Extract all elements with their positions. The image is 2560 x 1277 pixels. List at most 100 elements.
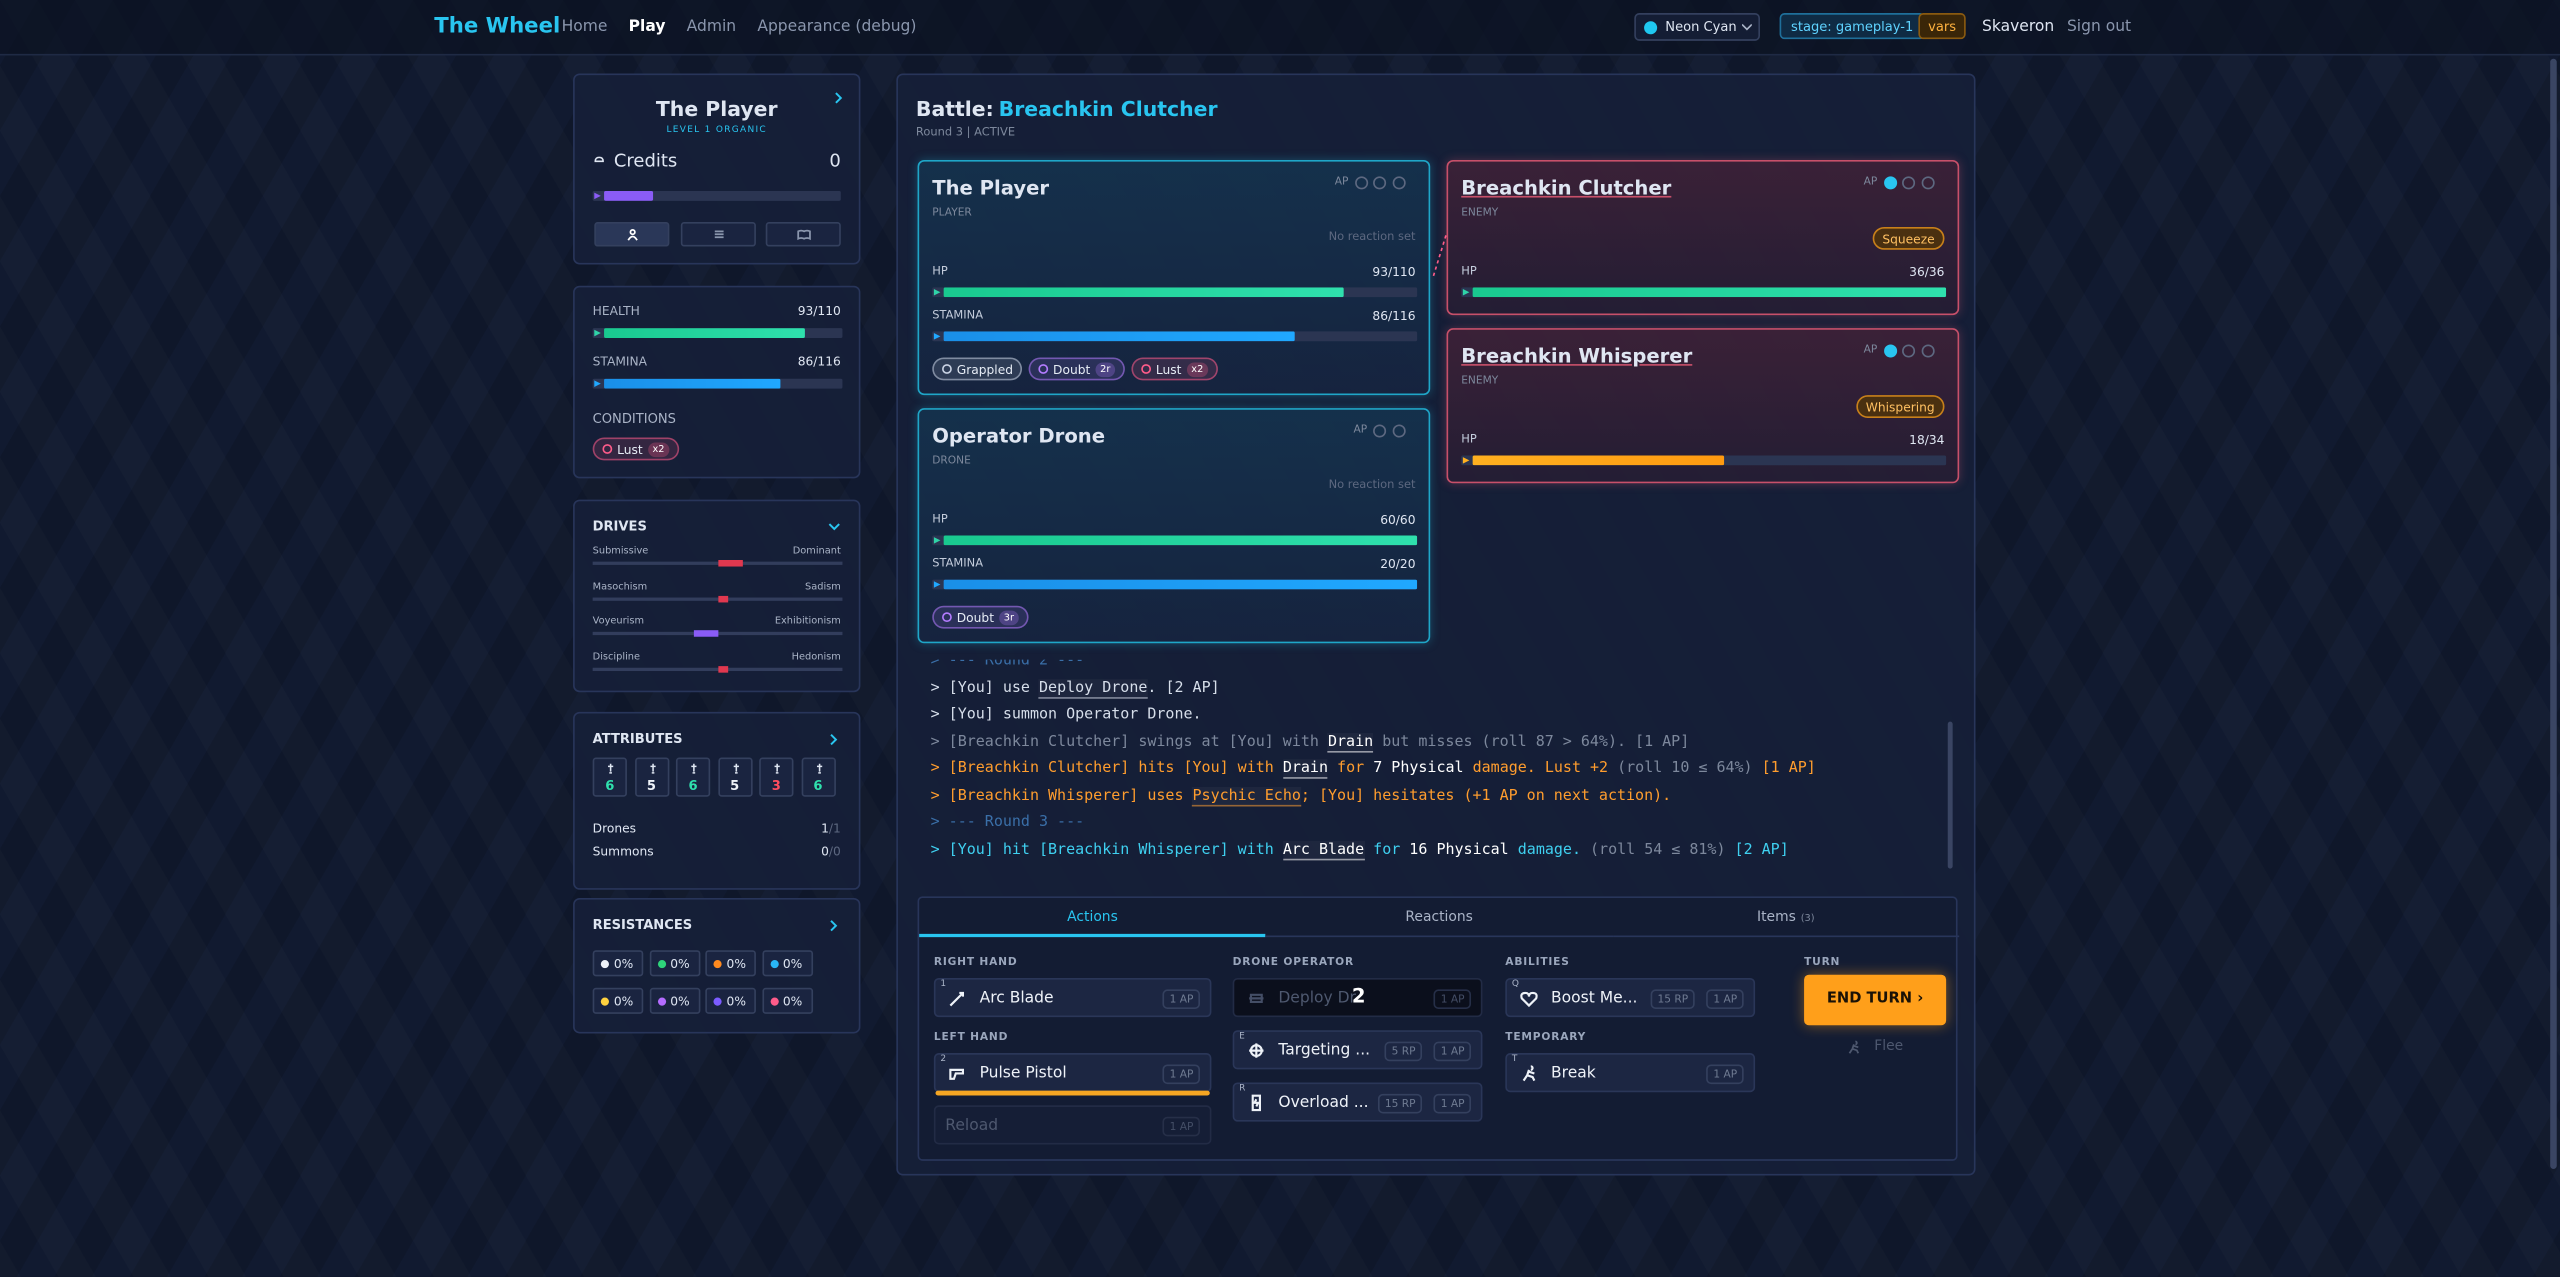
log-text: [2 AP] <box>1725 840 1789 859</box>
action-name: Overload ... <box>1278 1093 1369 1112</box>
ally-card[interactable]: Operator Drone DRONE AP No reaction set HP 60… <box>917 408 1431 644</box>
ap-label: AP <box>1353 422 1368 436</box>
resistance-dot <box>713 996 722 1005</box>
log-text <box>1382 759 1391 777</box>
log-text: for <box>1328 759 1374 778</box>
chip-name: Doubt <box>956 609 995 625</box>
tab-label: Reactions <box>1405 909 1473 926</box>
log-text: > [You] summon Operator Drone. <box>930 705 1202 724</box>
drones-label: Drones <box>592 821 637 836</box>
bar-tip <box>933 288 941 296</box>
target-link <box>1432 233 1448 277</box>
attributes-title: ATTRIBUTES <box>592 731 683 747</box>
icon <box>594 156 604 163</box>
action-button[interactable]: Q Boost Me... 1 AP 15 RP <box>1505 977 1756 1018</box>
log-text: damage. <box>1508 840 1591 859</box>
bar-track <box>932 579 1418 590</box>
resistance-value: 0% <box>726 993 746 1009</box>
profile-tab[interactable] <box>594 222 670 247</box>
drive-track <box>592 667 843 672</box>
action-button[interactable]: E Targeting ... 1 AP 5 RP <box>1232 1030 1483 1070</box>
nav-link[interactable]: Home <box>561 17 608 36</box>
action-button[interactable]: R Overload ... 1 AP 15 RP <box>1232 1082 1483 1122</box>
resistances-title: RESISTANCES <box>592 917 693 933</box>
battle-status: Round 3 | ACTIVE <box>915 125 1016 139</box>
icon <box>1848 1040 1860 1054</box>
nav-link[interactable]: Play <box>628 17 666 36</box>
chip-stacks: 2r <box>1095 361 1116 377</box>
status-chip: Lust x2 <box>592 437 680 461</box>
theme-select[interactable]: Neon Cyan <box>1634 13 1760 41</box>
bar-label: HP <box>932 264 948 278</box>
log-text: 16 <box>1409 840 1428 859</box>
log-text: > --- Round 3 --- <box>930 813 1085 832</box>
bar-tip <box>1462 457 1470 464</box>
drive-track <box>592 561 843 565</box>
hotkey: T <box>1511 1054 1518 1065</box>
sign-out[interactable]: Sign out <box>2066 17 2132 36</box>
resistance-dot <box>713 959 722 968</box>
icon <box>649 763 655 774</box>
chip-icon <box>602 444 613 454</box>
icon-shape <box>594 156 604 163</box>
resistance-chip: 0% <box>592 987 644 1014</box>
tab[interactable]: Items (3) <box>1612 898 1960 938</box>
end-turn-button[interactable]: END TURN › <box>1804 974 1947 1026</box>
log-line: > [Breachkin Clutcher] hits [You] with D… <box>931 759 1816 780</box>
log-text: Physical <box>1436 840 1509 859</box>
nav-link[interactable]: Admin <box>686 17 737 36</box>
page-scrollbar[interactable] <box>2550 58 2557 1169</box>
tab[interactable]: Actions <box>919 898 1266 938</box>
summons-label: Summons <box>592 844 654 859</box>
dropdown-caret <box>1742 23 1752 31</box>
bar-fill <box>943 579 1418 590</box>
log-line: > --- Round 3 --- <box>931 814 1085 832</box>
action-button[interactable]: 2 Pulse Pistol 1 AP <box>933 1053 1212 1096</box>
nav-link[interactable]: Appearance (debug) <box>757 17 917 36</box>
chip-name: Lust <box>1155 361 1182 377</box>
chip-name: Doubt <box>1053 361 1091 377</box>
bar-fill <box>1472 287 1947 298</box>
icon-shape <box>830 920 838 932</box>
stamina-label: STAMINA <box>592 354 648 369</box>
battle-panel: Battle: Breachkin Clutcher Round 3 | ACTIV… <box>896 73 1976 1176</box>
combatant-name: Breachkin Whisperer <box>1461 344 1693 368</box>
log-keyword: Drain <box>1282 759 1329 780</box>
tab[interactable]: Reactions <box>1265 898 1613 938</box>
bar-label: STAMINA <box>932 308 984 322</box>
vars-badge[interactable]: vars <box>1918 13 1966 40</box>
bar-track <box>592 328 843 338</box>
ap-pip <box>1902 344 1916 358</box>
enemy-card[interactable]: Breachkin Whisperer ENEMY AP Whispering HP 18… <box>1446 328 1960 484</box>
profile-panel: The Player LEVEL 1 ORGANIC Credits 0 <box>573 73 861 265</box>
bar-fill <box>943 331 1295 342</box>
action-button: Deploy Dr 2 1 AP <box>1232 977 1483 1018</box>
rp-chip: 5 RP <box>1385 1041 1423 1062</box>
log-scrollbar[interactable] <box>1947 721 1953 869</box>
profile-tab[interactable] <box>765 222 841 247</box>
profile-tab[interactable] <box>680 222 756 247</box>
group-title: DRONE OPERATOR <box>1232 955 1354 969</box>
drones-value: 1 <box>821 821 829 836</box>
attributes-panel: ATTRIBUTES 6 5 6 5 3 6 Drones 1/1 Summons 0/0 <box>573 711 861 890</box>
summons-count: 0/0 <box>821 844 841 859</box>
action-button[interactable]: T Break 1 AP <box>1505 1053 1756 1093</box>
drive-left: Discipline <box>592 651 641 664</box>
chip-icon <box>1038 364 1049 374</box>
cost-chip: 1 AP <box>1434 1093 1472 1114</box>
ap-label: AP <box>1863 174 1878 188</box>
enemy-intent: Whispering <box>1855 395 1945 418</box>
theme-name: Neon Cyan <box>1665 19 1737 35</box>
action-button[interactable]: 1 Arc Blade 1 AP <box>933 977 1212 1018</box>
icon-shape <box>797 229 811 241</box>
enemy-card[interactable]: Breachkin Clutcher ENEMY AP Squeeze HP 36/36 <box>1446 160 1960 316</box>
icon-shape <box>691 763 697 774</box>
status-chip: Grappled <box>932 357 1023 381</box>
ally-card[interactable]: The Player PLAYER AP No reaction set HP 93/11… <box>917 160 1431 396</box>
action-name: Arc Blade <box>979 989 1054 1008</box>
log-text: for <box>1364 840 1410 859</box>
brand[interactable]: The Wheel <box>434 14 561 40</box>
drive-track <box>592 597 843 601</box>
stamina-value: 86/116 <box>797 354 841 369</box>
resistances-panel: RESISTANCES 0% 0% 0% 0% 0% 0% 0% 0% <box>573 897 861 1034</box>
